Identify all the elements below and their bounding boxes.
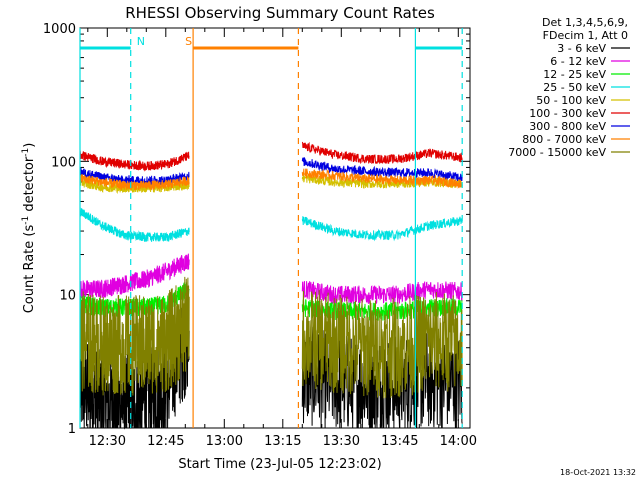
- x-tick-label-6: 14:00: [440, 434, 477, 449]
- series-7-trace-pre: [79, 173, 190, 191]
- legend-header-line-1: Det 1,3,4,5,6,9,: [542, 16, 628, 29]
- y-tick-label-0: 1: [68, 422, 76, 437]
- series-3-trace-post: [301, 216, 463, 242]
- marker-label-2: S: [185, 35, 192, 48]
- series-1: [79, 253, 463, 306]
- x-tick-label-5: 13:45: [381, 434, 418, 449]
- legend-label-7: 800 - 7000 keV: [522, 133, 606, 146]
- y-axis-label: Count Rate (s-1 detector-1): [21, 143, 37, 314]
- legend-header-line-2: FDecim 1, Att 0: [543, 29, 628, 42]
- chart-title: RHESSI Observing Summary Count Rates: [125, 4, 435, 22]
- series-3-trace-pre: [79, 207, 190, 242]
- series-5-trace-pre: [79, 150, 190, 172]
- series-1-trace-pre: [79, 253, 190, 299]
- series-8: [79, 276, 463, 399]
- series-5: [79, 141, 463, 172]
- y-axis-label-main: Count Rate (s: [22, 225, 37, 314]
- legend-label-0: 3 - 6 keV: [557, 42, 606, 55]
- marker-0: N: [79, 28, 145, 428]
- y-tick-label-2: 100: [51, 155, 76, 170]
- footer-timestamp: 18-Oct-2021 13:32: [560, 468, 636, 477]
- marker-2: S: [185, 28, 299, 428]
- series-3: [79, 207, 463, 242]
- legend-label-1: 6 - 12 keV: [550, 55, 606, 68]
- x-tick-label-0: 12:30: [89, 434, 126, 449]
- series-8-trace-post: [301, 290, 463, 399]
- x-tick-label-2: 13:00: [206, 434, 243, 449]
- y-tick-label-1: 10: [59, 289, 76, 304]
- series-8-trace-pre: [79, 276, 190, 396]
- legend-label-2: 12 - 25 keV: [543, 68, 606, 81]
- y-axis-label-sup1: -1: [21, 216, 31, 225]
- marker-1: [414, 28, 463, 428]
- legend-label-4: 50 - 100 keV: [536, 94, 606, 107]
- y-tick-label-3: 1000: [43, 22, 76, 37]
- legend-label-8: 7000 - 15000 keV: [508, 146, 606, 159]
- marker-label-0: N: [137, 35, 145, 48]
- series-7: [79, 168, 463, 191]
- legend-label-5: 100 - 300 keV: [529, 107, 606, 120]
- x-axis-label: Start Time (23-Jul-05 12:23:02): [178, 457, 381, 472]
- y-axis-label-sup2: -1: [21, 148, 31, 157]
- series-7-trace-post: [301, 168, 463, 189]
- legend-label-6: 300 - 800 keV: [529, 120, 606, 133]
- series-6-trace-post: [301, 157, 463, 182]
- x-tick-label-1: 12:45: [147, 434, 184, 449]
- y-axis-label-end: ): [22, 143, 37, 148]
- x-tick-label-3: 13:15: [264, 434, 301, 449]
- legend-label-3: 25 - 50 keV: [543, 81, 606, 94]
- x-tick-label-4: 13:30: [323, 434, 360, 449]
- series-1-trace-post: [301, 281, 463, 306]
- y-axis-label-mid: detector: [22, 156, 37, 216]
- plot-area: 12:30 12:45 13:00 13:15 13:30 13:45 14:00 1 10 10…: [43, 22, 630, 449]
- series-5-trace-post: [301, 141, 463, 165]
